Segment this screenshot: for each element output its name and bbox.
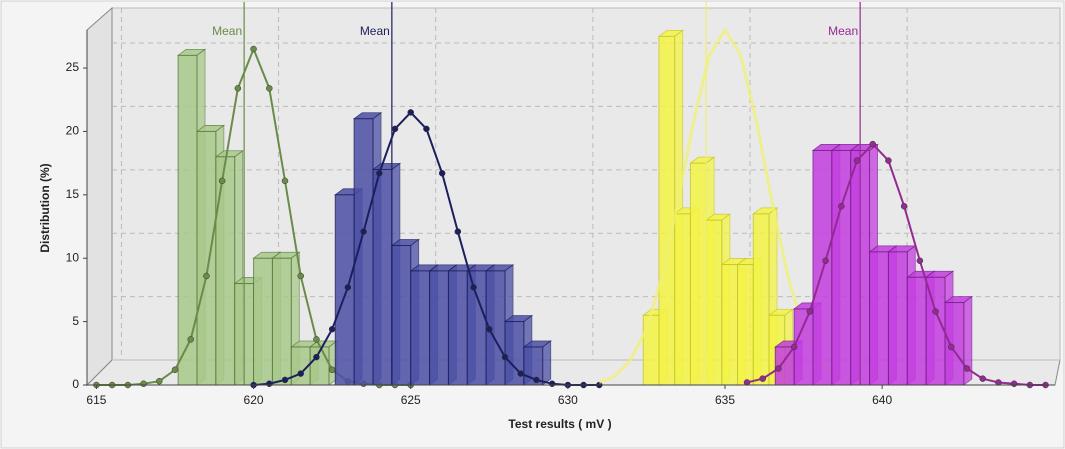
curve-point <box>297 370 304 377</box>
mean-label: Mean <box>212 24 242 38</box>
curve-point <box>328 325 336 333</box>
bar <box>334 194 355 386</box>
curve-point <box>932 308 939 315</box>
bar <box>410 270 431 386</box>
curve-point <box>454 228 462 235</box>
x-axis-title: Test results ( mV ) <box>508 417 611 431</box>
curve-point <box>838 202 845 210</box>
curve-point <box>470 284 477 291</box>
curve-point <box>486 325 493 333</box>
curve-point <box>759 375 766 382</box>
bar <box>372 168 393 386</box>
bar <box>196 130 217 386</box>
y-tick-label: 5 <box>72 314 79 328</box>
y-tick-label: 25 <box>66 60 80 74</box>
curve-point <box>391 125 399 133</box>
curve-point <box>775 365 782 372</box>
curve-point <box>171 366 179 374</box>
curve-point <box>1010 380 1018 387</box>
bar <box>447 270 468 386</box>
bar <box>689 162 707 386</box>
curve-point <box>979 375 986 382</box>
curve-point <box>281 177 289 185</box>
curve-point <box>376 170 383 177</box>
plot: Mean Mean Mean <box>93 2 1049 389</box>
axes: 615 620 625 630 635 640 0 5 10 15 20 25 <box>66 60 893 407</box>
bar <box>721 264 739 386</box>
curve-point <box>297 272 304 280</box>
x-tick-label: 640 <box>872 393 892 407</box>
bar <box>215 156 236 386</box>
curve-point <box>533 376 540 384</box>
curve-point <box>822 257 829 264</box>
curve-point <box>423 125 430 133</box>
x-tick-label: 620 <box>244 393 264 407</box>
bar <box>944 302 965 386</box>
bar <box>906 276 927 386</box>
curve-point <box>140 380 147 387</box>
y-tick-label: 15 <box>66 187 80 201</box>
curve-point <box>790 343 798 351</box>
bar-side <box>542 340 552 386</box>
x-tick-label: 615 <box>86 393 106 407</box>
y-tick-label: 20 <box>66 124 80 138</box>
curve-point <box>266 380 273 387</box>
curve-point <box>916 257 924 264</box>
curve-point <box>948 343 955 351</box>
curve-point <box>853 157 861 164</box>
x-tick-label: 635 <box>715 393 735 407</box>
curve-point <box>328 366 336 374</box>
mean-label: Mean <box>828 24 858 38</box>
curve-point <box>156 377 163 385</box>
curve-point <box>900 202 908 210</box>
bar <box>642 314 660 386</box>
bar <box>674 213 691 386</box>
curve-point <box>501 353 509 361</box>
curve-point <box>234 85 242 92</box>
curve-point <box>407 109 414 116</box>
curve-point <box>313 353 320 361</box>
curve-point <box>281 376 289 384</box>
y-axis-title: Distribution (%) <box>38 163 52 252</box>
curve-point <box>963 365 971 372</box>
curve-point <box>203 272 210 280</box>
bar <box>253 257 273 386</box>
side-wall <box>86 6 113 387</box>
bar <box>177 54 198 386</box>
mean-label: Mean <box>360 24 390 38</box>
bar <box>869 251 889 386</box>
bar <box>737 264 754 386</box>
bar <box>658 35 676 386</box>
bar <box>887 251 908 386</box>
curve-point <box>344 284 352 291</box>
curve-point <box>250 45 257 53</box>
x-tick-label: 630 <box>558 393 578 407</box>
curve-point <box>313 336 320 343</box>
y-tick-label: 10 <box>66 250 80 264</box>
curve-point <box>869 140 876 148</box>
curve-point <box>885 157 892 164</box>
curve-point <box>187 336 194 343</box>
bar <box>271 257 292 386</box>
curve-point <box>360 228 367 235</box>
curve-point <box>218 177 226 185</box>
curve-point <box>806 308 814 315</box>
curve-point <box>517 370 524 377</box>
bar <box>705 219 723 386</box>
curve-point <box>266 85 273 92</box>
bar <box>752 213 770 386</box>
bar <box>391 245 412 386</box>
bar <box>429 270 449 386</box>
curve-point <box>548 380 556 387</box>
curve-point <box>438 170 446 177</box>
y-tick-label: 0 <box>72 377 79 391</box>
x-tick-label: 625 <box>401 393 421 407</box>
